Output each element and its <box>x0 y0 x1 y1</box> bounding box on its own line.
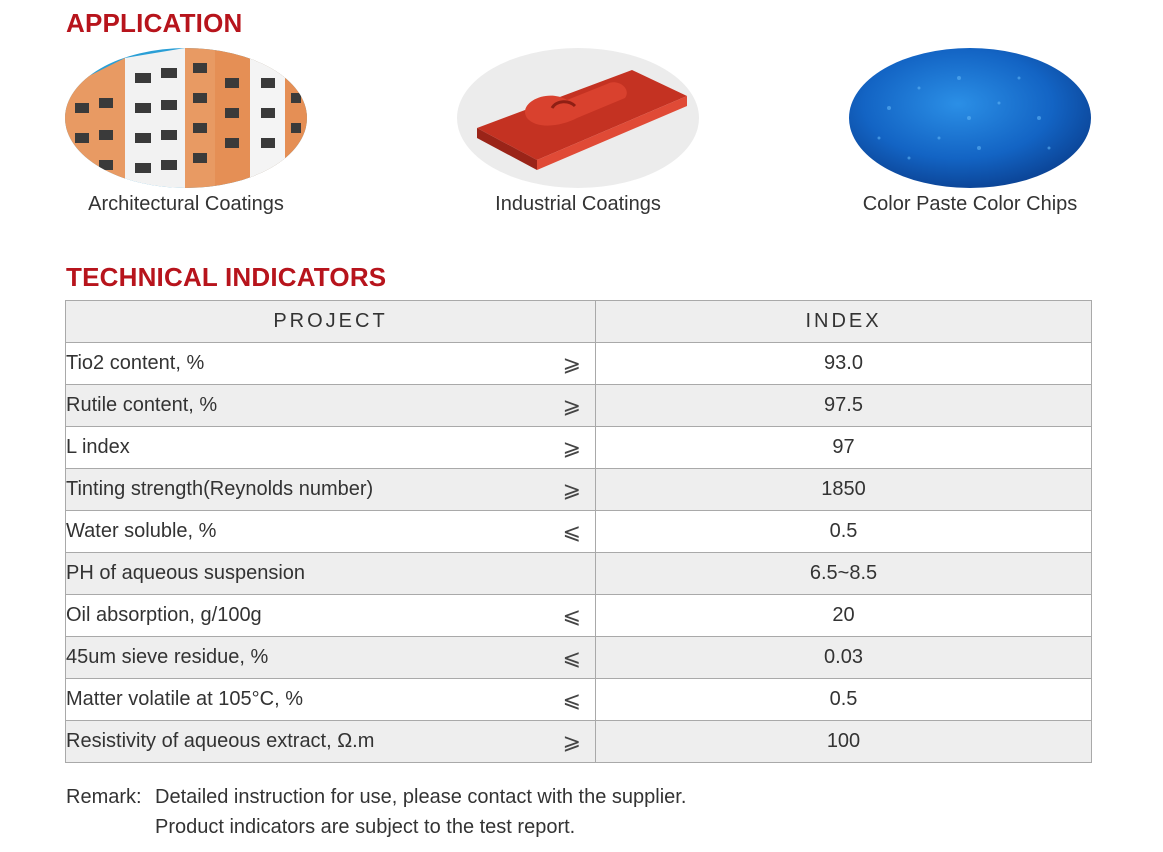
project-label: L index <box>66 436 130 458</box>
index-value: 20 <box>595 594 1092 637</box>
index-value: 100 <box>595 720 1092 763</box>
table-row: Rutile content, % ⩾ 97.5 <box>65 384 1092 427</box>
index-value: 93.0 <box>595 342 1092 385</box>
project-cell: Matter volatile at 105°C, % ⩽ <box>65 678 596 721</box>
application-caption: Architectural Coatings <box>88 193 284 215</box>
project-cell: Tio2 content, % ⩾ <box>65 342 596 385</box>
project-cell: Rutile content, % ⩾ <box>65 384 596 427</box>
project-label: 45um sieve residue, % <box>66 646 269 668</box>
comparison-symbol: ⩾ <box>562 729 581 754</box>
project-cell: Tinting strength(Reynolds number) ⩾ <box>65 468 596 511</box>
index-value: 6.5~8.5 <box>595 552 1092 595</box>
column-header-index: INDEX <box>595 300 1092 343</box>
application-caption: Color Paste Color Chips <box>862 193 1078 215</box>
comparison-symbol: ⩾ <box>562 477 581 502</box>
comparison-symbol: ⩽ <box>562 645 581 670</box>
remark-line-1: Detailed instruction for use, please con… <box>155 786 687 808</box>
project-cell: PH of aqueous suspension <box>65 552 596 595</box>
application-card-industrial: Industrial Coatings <box>448 48 708 216</box>
project-label: Tinting strength(Reynolds number) <box>66 478 374 500</box>
remark-line-2: Product indicators are subject to the te… <box>155 816 576 838</box>
comparison-symbol: ⩾ <box>562 435 581 460</box>
table-row: Resistivity of aqueous extract, Ω.m ⩾ 100 <box>65 720 1092 763</box>
project-label: PH of aqueous suspension <box>66 562 306 584</box>
index-value: 97 <box>595 426 1092 469</box>
table-header-row: PROJECT INDEX <box>65 300 1092 343</box>
table-row: PH of aqueous suspension 6.5~8.5 <box>65 552 1092 595</box>
index-value: 1850 <box>595 468 1092 511</box>
application-card-color-paste: Color Paste Color Chips <box>840 48 1100 216</box>
application-title: APPLICATION <box>66 8 243 38</box>
table-row: Oil absorption, g/100g ⩽ 20 <box>65 594 1092 637</box>
table-row: Matter volatile at 105°C, % ⩽ 0.5 <box>65 678 1092 721</box>
project-label: Matter volatile at 105°C, % <box>66 688 303 710</box>
remark-note: Remark: Detailed instruction for use, ple… <box>66 782 686 842</box>
index-value: 0.03 <box>595 636 1092 679</box>
project-cell: Resistivity of aqueous extract, Ω.m ⩾ <box>65 720 596 763</box>
index-value: 0.5 <box>595 678 1092 721</box>
comparison-symbol: ⩾ <box>562 351 581 376</box>
building-facade-photo <box>65 48 307 188</box>
project-cell: L index ⩾ <box>65 426 596 469</box>
red-profile-photo <box>457 48 699 188</box>
project-cell: Water soluble, % ⩽ <box>65 510 596 553</box>
remark-label: Remark: <box>66 786 142 808</box>
project-label: Oil absorption, g/100g <box>66 604 262 626</box>
application-card-architectural: Architectural Coatings <box>56 48 316 216</box>
table-row: 45um sieve residue, % ⩽ 0.03 <box>65 636 1092 679</box>
project-label: Resistivity of aqueous extract, Ω.m <box>66 730 375 752</box>
comparison-symbol: ⩽ <box>562 687 581 712</box>
blue-pigment-photo <box>849 48 1091 188</box>
column-header-project: PROJECT <box>65 300 596 343</box>
technical-indicators-table: PROJECT INDEX Tio2 content, % ⩾ 93.0 Rutile… <box>65 300 1092 763</box>
index-value: 97.5 <box>595 384 1092 427</box>
table-row: Tinting strength(Reynolds number) ⩾ 1850 <box>65 468 1092 511</box>
index-value: 0.5 <box>595 510 1092 553</box>
table-row: Water soluble, % ⩽ 0.5 <box>65 510 1092 553</box>
table-row: Tio2 content, % ⩾ 93.0 <box>65 342 1092 385</box>
table-row: L index ⩾ 97 <box>65 426 1092 469</box>
technical-indicators-title: TECHNICAL INDICATORS <box>66 262 387 292</box>
comparison-symbol: ⩽ <box>562 519 581 544</box>
project-cell: Oil absorption, g/100g ⩽ <box>65 594 596 637</box>
application-caption: Industrial Coatings <box>495 193 661 215</box>
comparison-symbol: ⩽ <box>562 603 581 628</box>
project-label: Water soluble, % <box>66 520 217 542</box>
project-label: Rutile content, % <box>66 394 218 416</box>
project-cell: 45um sieve residue, % ⩽ <box>65 636 596 679</box>
project-label: Tio2 content, % <box>66 352 205 374</box>
comparison-symbol: ⩾ <box>562 393 581 418</box>
